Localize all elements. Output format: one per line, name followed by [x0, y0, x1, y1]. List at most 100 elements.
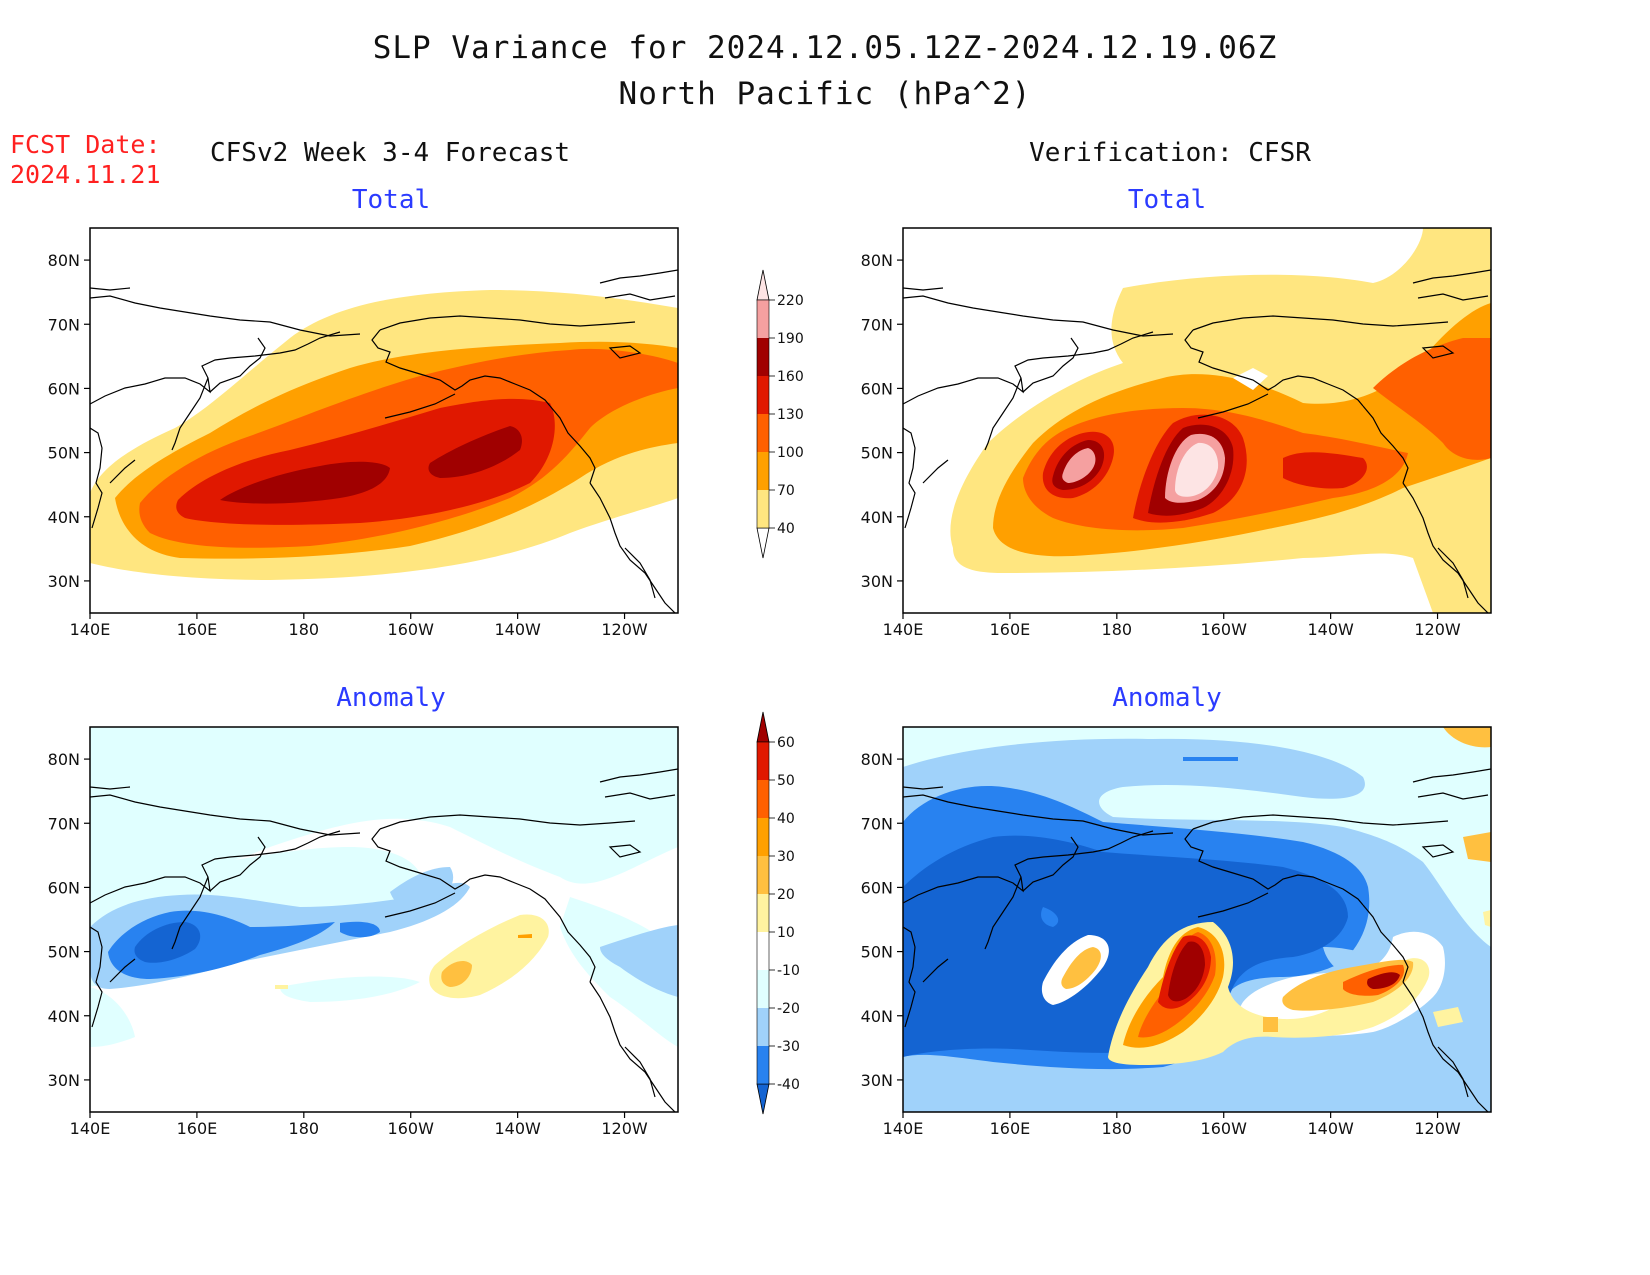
- map-verification-total: [903, 228, 1491, 613]
- lat-tick-label: 60N: [861, 379, 893, 398]
- panel-title-verification-anomaly: Anomaly: [1112, 683, 1222, 713]
- lat-tick-label: 70N: [861, 315, 893, 334]
- colorbar-level-label: 60: [777, 735, 795, 751]
- axes-layer: 80N 70N 60N 50N 40N 30N 140E 160E 180 160W 140W 120…: [48, 251, 1461, 1138]
- lat-tick-label: 40N: [861, 1007, 893, 1026]
- colorbar-segment: [757, 338, 769, 376]
- colorbar-level-label: 10: [777, 925, 795, 941]
- colorbar-segment: [757, 1046, 769, 1084]
- colorbar-segment: [757, 490, 769, 528]
- colorbar-level-label: 40: [777, 811, 795, 827]
- colorbar-level-label: 160: [777, 369, 804, 385]
- lat-tick-label: 30N: [861, 572, 893, 591]
- frame-forecast-total: [89, 227, 679, 614]
- lat-tick-label: 50N: [861, 444, 893, 463]
- frame-verification-total: [902, 227, 1492, 614]
- main-title-line2: North Pacific (hPa^2): [618, 76, 1032, 112]
- colorbar-segment: [757, 818, 769, 856]
- lon-tick-label: 180: [289, 620, 320, 639]
- lat-tick-label: 30N: [48, 1071, 80, 1090]
- lon-tick-label: 160E: [990, 620, 1031, 639]
- main-title-line1: SLP Variance for 2024.12.05.12Z-2024.12.…: [372, 30, 1278, 66]
- colorbar-segment: [757, 856, 769, 894]
- colorbar-top-arrow: [756, 269, 770, 301]
- frame-forecast-anomaly: [89, 726, 679, 1113]
- lat-tick-label: 70N: [48, 315, 80, 334]
- colorbar-bottom-arrow: [756, 1083, 770, 1115]
- lat-tick-label: 40N: [48, 1007, 80, 1026]
- colorbar-anomaly: -40 -30 -20 -10 10 20 30 40 50 60: [756, 711, 800, 1115]
- lon-tick-label: 180: [1102, 620, 1133, 639]
- panel-title-forecast-anomaly: Anomaly: [336, 683, 446, 713]
- colorbar-level-label: 100: [777, 445, 804, 461]
- lat-tick-label: 40N: [861, 508, 893, 527]
- colorbar-segment: [757, 742, 769, 780]
- lat-tick-label: 30N: [861, 1071, 893, 1090]
- lat-tick-label: 80N: [861, 750, 893, 769]
- lat-tick-label: 70N: [48, 814, 80, 833]
- lat-tick-label: 50N: [48, 943, 80, 962]
- lon-tick-label: 140W: [494, 1119, 541, 1138]
- colorbar-level-label: 130: [777, 407, 804, 423]
- lat-tick-label: 80N: [48, 750, 80, 769]
- colorbar-segment: [757, 1008, 769, 1046]
- lon-tick-label: 140E: [70, 620, 111, 639]
- lon-tick-label: 160W: [1201, 620, 1248, 639]
- lon-tick-label: 160E: [177, 1119, 218, 1138]
- lat-tick-label: 60N: [48, 379, 80, 398]
- lat-tick-label: 80N: [861, 251, 893, 270]
- lat-tick-label: 50N: [861, 943, 893, 962]
- colorbar-level-label: -40: [777, 1077, 800, 1093]
- colorbar-segment: [757, 970, 769, 1008]
- colorbar-level-label: 50: [777, 773, 795, 789]
- colorbar-level-label: 220: [777, 293, 804, 309]
- lon-tick-label: 140E: [70, 1119, 111, 1138]
- colorbar-segment: [757, 300, 769, 338]
- lat-tick-label: 50N: [48, 444, 80, 463]
- colorbar-total: 40 70 100 130 160 190 220: [756, 269, 804, 559]
- lat-tick-label: 70N: [861, 814, 893, 833]
- lon-tick-label: 140E: [883, 1119, 924, 1138]
- lat-tick-label: 30N: [48, 572, 80, 591]
- colorbar-level-label: 30: [777, 849, 795, 865]
- colorbar-level-label: 70: [777, 483, 795, 499]
- colorbar-level-label: -30: [777, 1039, 800, 1055]
- lon-tick-label: 160E: [177, 620, 218, 639]
- frame-verification-anomaly: [902, 726, 1492, 1113]
- colorbar-bottom-arrow: [756, 527, 770, 559]
- fcst-date-label: FCST Date:: [10, 130, 161, 159]
- lon-tick-label: 160W: [388, 620, 435, 639]
- colorbar-level-label: 190: [777, 331, 804, 347]
- colorbar-segment: [757, 452, 769, 490]
- map-verification-anomaly: [903, 727, 1491, 1112]
- colorbar-level-label: 40: [777, 521, 795, 537]
- colorbar-level-label: -20: [777, 1001, 800, 1017]
- colorbar-segment: [757, 414, 769, 452]
- lon-tick-label: 180: [1102, 1119, 1133, 1138]
- lon-tick-label: 140W: [1307, 620, 1354, 639]
- lon-tick-label: 120W: [1414, 620, 1461, 639]
- lon-tick-label: 140W: [1307, 1119, 1354, 1138]
- panel-title-verification-total: Total: [1127, 185, 1207, 215]
- lon-tick-label: 120W: [601, 620, 648, 639]
- verification-column-title: Verification: CFSR: [1029, 138, 1311, 168]
- colorbar-top-arrow: [756, 711, 770, 743]
- panel-title-forecast-total: Total: [351, 185, 431, 215]
- colorbar-segment: [757, 376, 769, 414]
- map-forecast-total: [90, 228, 678, 613]
- lon-tick-label: 120W: [601, 1119, 648, 1138]
- lon-tick-label: 140E: [883, 620, 924, 639]
- map-forecast-anomaly: [90, 727, 678, 1112]
- colorbar-segment: [757, 894, 769, 932]
- forecast-column-title: CFSv2 Week 3-4 Forecast: [209, 138, 571, 168]
- lat-tick-label: 80N: [48, 251, 80, 270]
- lon-tick-label: 160W: [388, 1119, 435, 1138]
- lon-tick-label: 160E: [990, 1119, 1031, 1138]
- lon-tick-label: 120W: [1414, 1119, 1461, 1138]
- colorbar-segment: [757, 780, 769, 818]
- fcst-date-value: 2024.11.21: [10, 160, 161, 189]
- colorbar-level-label: 20: [777, 887, 795, 903]
- lon-tick-label: 160W: [1201, 1119, 1248, 1138]
- lat-tick-label: 40N: [48, 508, 80, 527]
